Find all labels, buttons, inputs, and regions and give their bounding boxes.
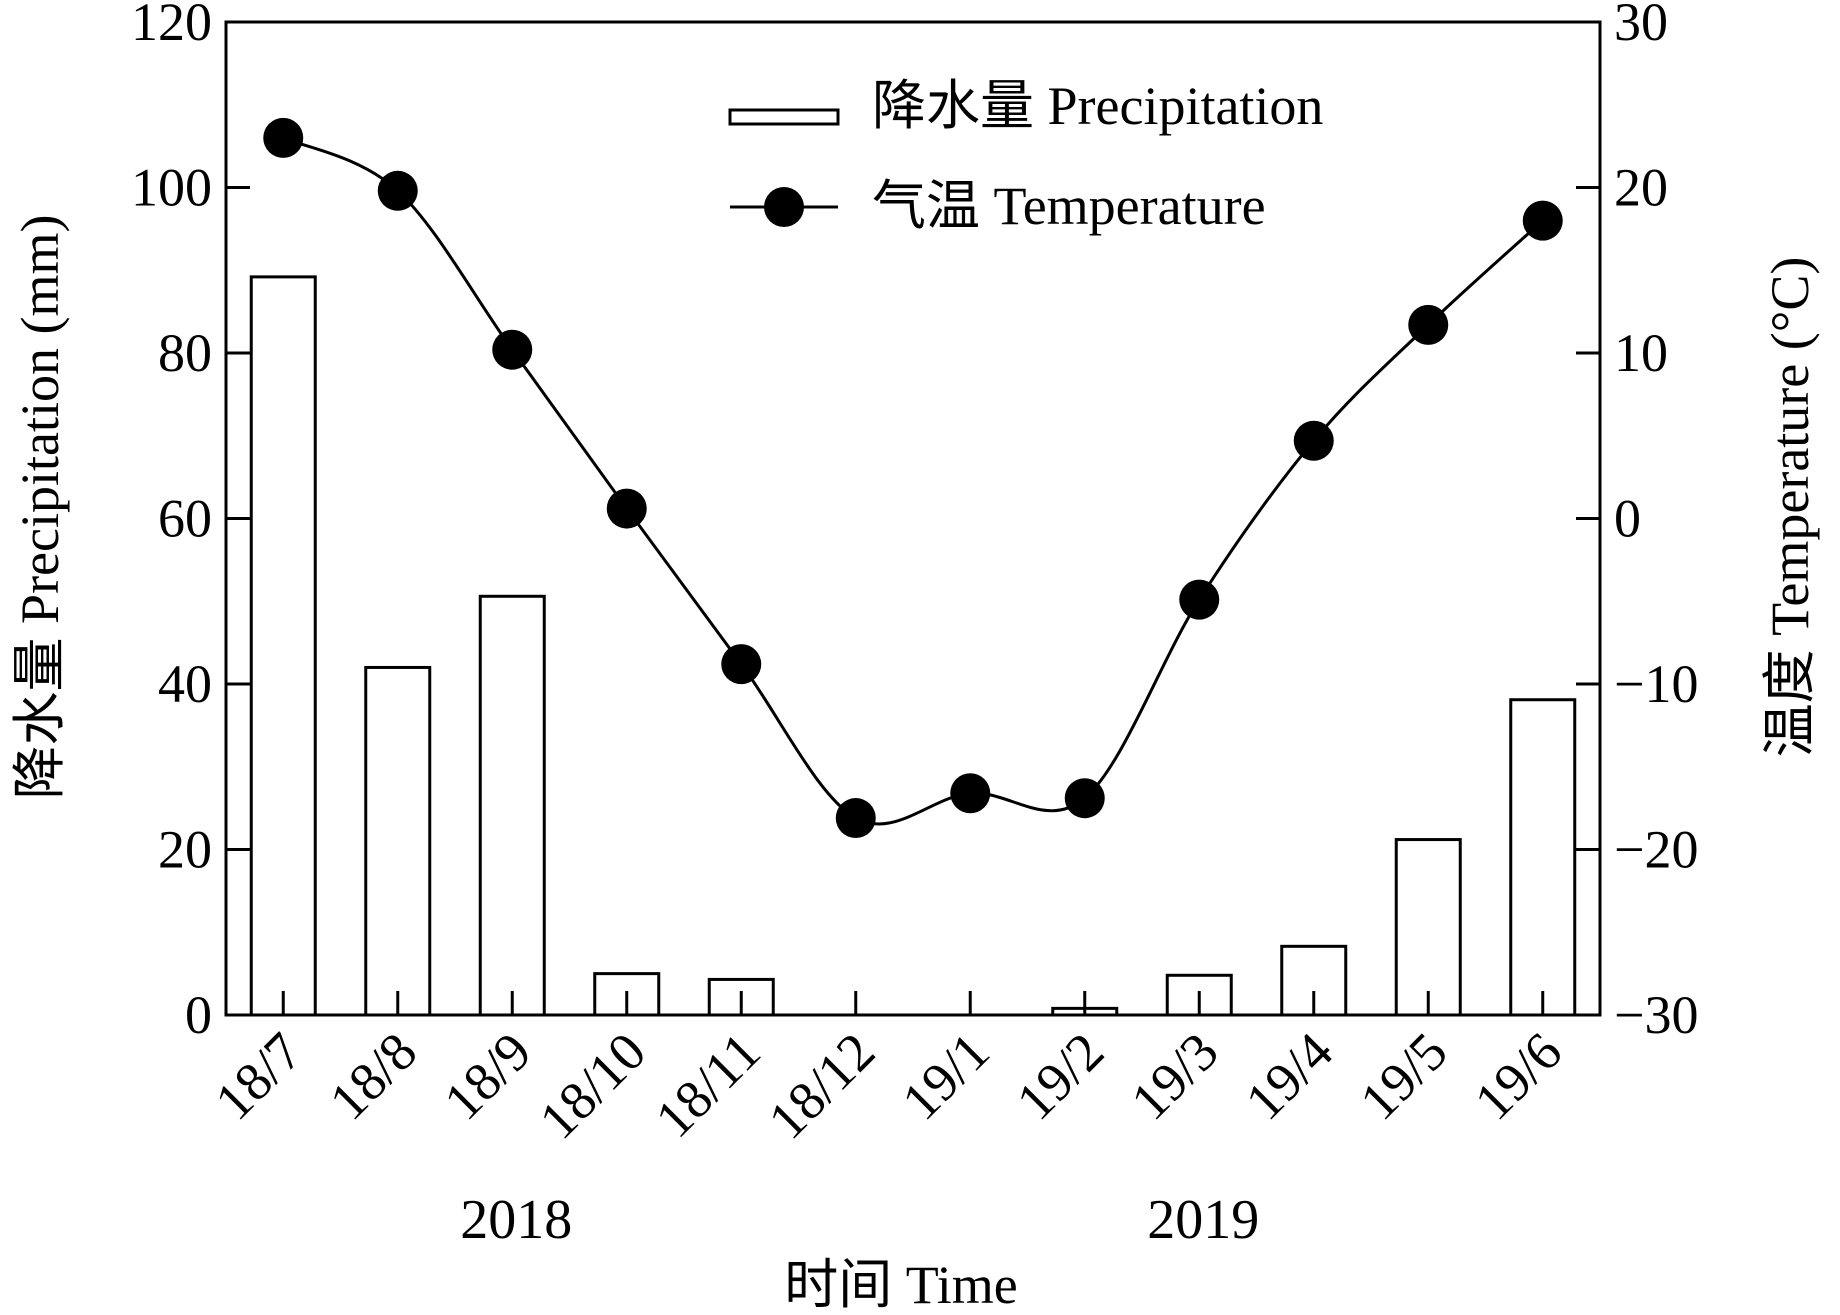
x-tick-label-18-9: 18/9 <box>432 1021 542 1131</box>
left-y-axis: 0 20 40 60 80 100 120 <box>131 0 250 1045</box>
precipitation-bar-18-9 <box>478 594 546 1017</box>
right-tick-label--30: −30 <box>1614 985 1698 1045</box>
right-tick-label--20: −20 <box>1614 820 1698 880</box>
right-tick-label--10: −10 <box>1614 654 1698 714</box>
right-y-axis: −30 −20 −10 0 10 20 30 <box>1576 0 1698 1045</box>
x-tick-label-19-2: 19/2 <box>1005 1021 1115 1131</box>
left-tick-label-100: 100 <box>131 158 212 218</box>
year-label-2018: 2018 <box>460 1189 572 1251</box>
temperature-point-18-7 <box>263 117 304 158</box>
temperature-point-19-6 <box>1522 200 1563 241</box>
left-tick-label-80: 80 <box>158 323 212 383</box>
temperature-point-19-1 <box>950 773 991 814</box>
x-tick-label-19-6: 19/6 <box>1463 1021 1573 1131</box>
precipitation-bar-18-8 <box>364 665 432 1017</box>
left-tick-label-20: 20 <box>158 820 212 880</box>
legend-precipitation-label: 降水量 Precipitation <box>872 76 1323 136</box>
x-tick-label-19-4: 19/4 <box>1234 1021 1344 1131</box>
temperature-point-18-11 <box>721 644 762 685</box>
temperature-point-19-5 <box>1408 304 1449 345</box>
precipitation-bars <box>249 275 1577 1017</box>
temperature-point-19-2 <box>1064 778 1105 819</box>
right-tick-label-10: 10 <box>1614 323 1668 383</box>
x-tick-label-19-1: 19/1 <box>890 1021 1000 1131</box>
temperature-point-18-12 <box>835 798 876 839</box>
temperature-series <box>263 117 1563 839</box>
legend-temperature-label: 气温 Temperature <box>872 176 1266 236</box>
right-tick-label-0: 0 <box>1614 489 1641 549</box>
x-tick-label-19-5: 19/5 <box>1348 1021 1458 1131</box>
x-tick-label-18-11: 18/11 <box>644 1021 772 1149</box>
right-tick-label-20: 20 <box>1614 158 1668 218</box>
left-tick-label-0: 0 <box>185 985 212 1045</box>
right-tick-label-30: 30 <box>1614 0 1668 52</box>
x-tick-label-18-10: 18/10 <box>528 1021 657 1150</box>
legend-bar-swatch <box>728 108 840 126</box>
x-tick-label-19-3: 19/3 <box>1119 1021 1229 1131</box>
precipitation-bar-19-5 <box>1394 838 1462 1017</box>
left-y-axis-title: 降水量 Precipitation (mm) <box>10 215 70 800</box>
plot-frame <box>224 20 1602 1017</box>
legend: 降水量 Precipitation 气温 Temperature <box>728 76 1323 236</box>
temperature-line <box>282 136 1544 826</box>
left-tick-label-40: 40 <box>158 654 212 714</box>
temperature-point-18-9 <box>492 329 533 370</box>
x-tick-label-18-12: 18/12 <box>757 1021 886 1150</box>
year-label-2019: 2019 <box>1147 1189 1259 1251</box>
temperature-point-19-4 <box>1293 420 1334 461</box>
x-tick-label-18-7: 18/7 <box>203 1021 313 1131</box>
temperature-point-19-3 <box>1179 579 1220 620</box>
temperature-point-18-10 <box>606 488 647 529</box>
year-labels: 2018 2019 <box>460 1189 1259 1251</box>
left-tick-label-60: 60 <box>158 489 212 549</box>
legend-marker <box>764 187 804 227</box>
precipitation-bar-19-6 <box>1509 698 1577 1017</box>
right-y-axis-title: 温度 Temperature (°C) <box>1760 257 1820 758</box>
left-tick-label-120: 120 <box>131 0 212 52</box>
x-axis-title: 时间 Time <box>784 1255 1018 1315</box>
precipitation-bar-18-7 <box>249 275 317 1017</box>
x-tick-label-18-8: 18/8 <box>318 1021 428 1131</box>
temperature-point-18-8 <box>377 170 418 211</box>
